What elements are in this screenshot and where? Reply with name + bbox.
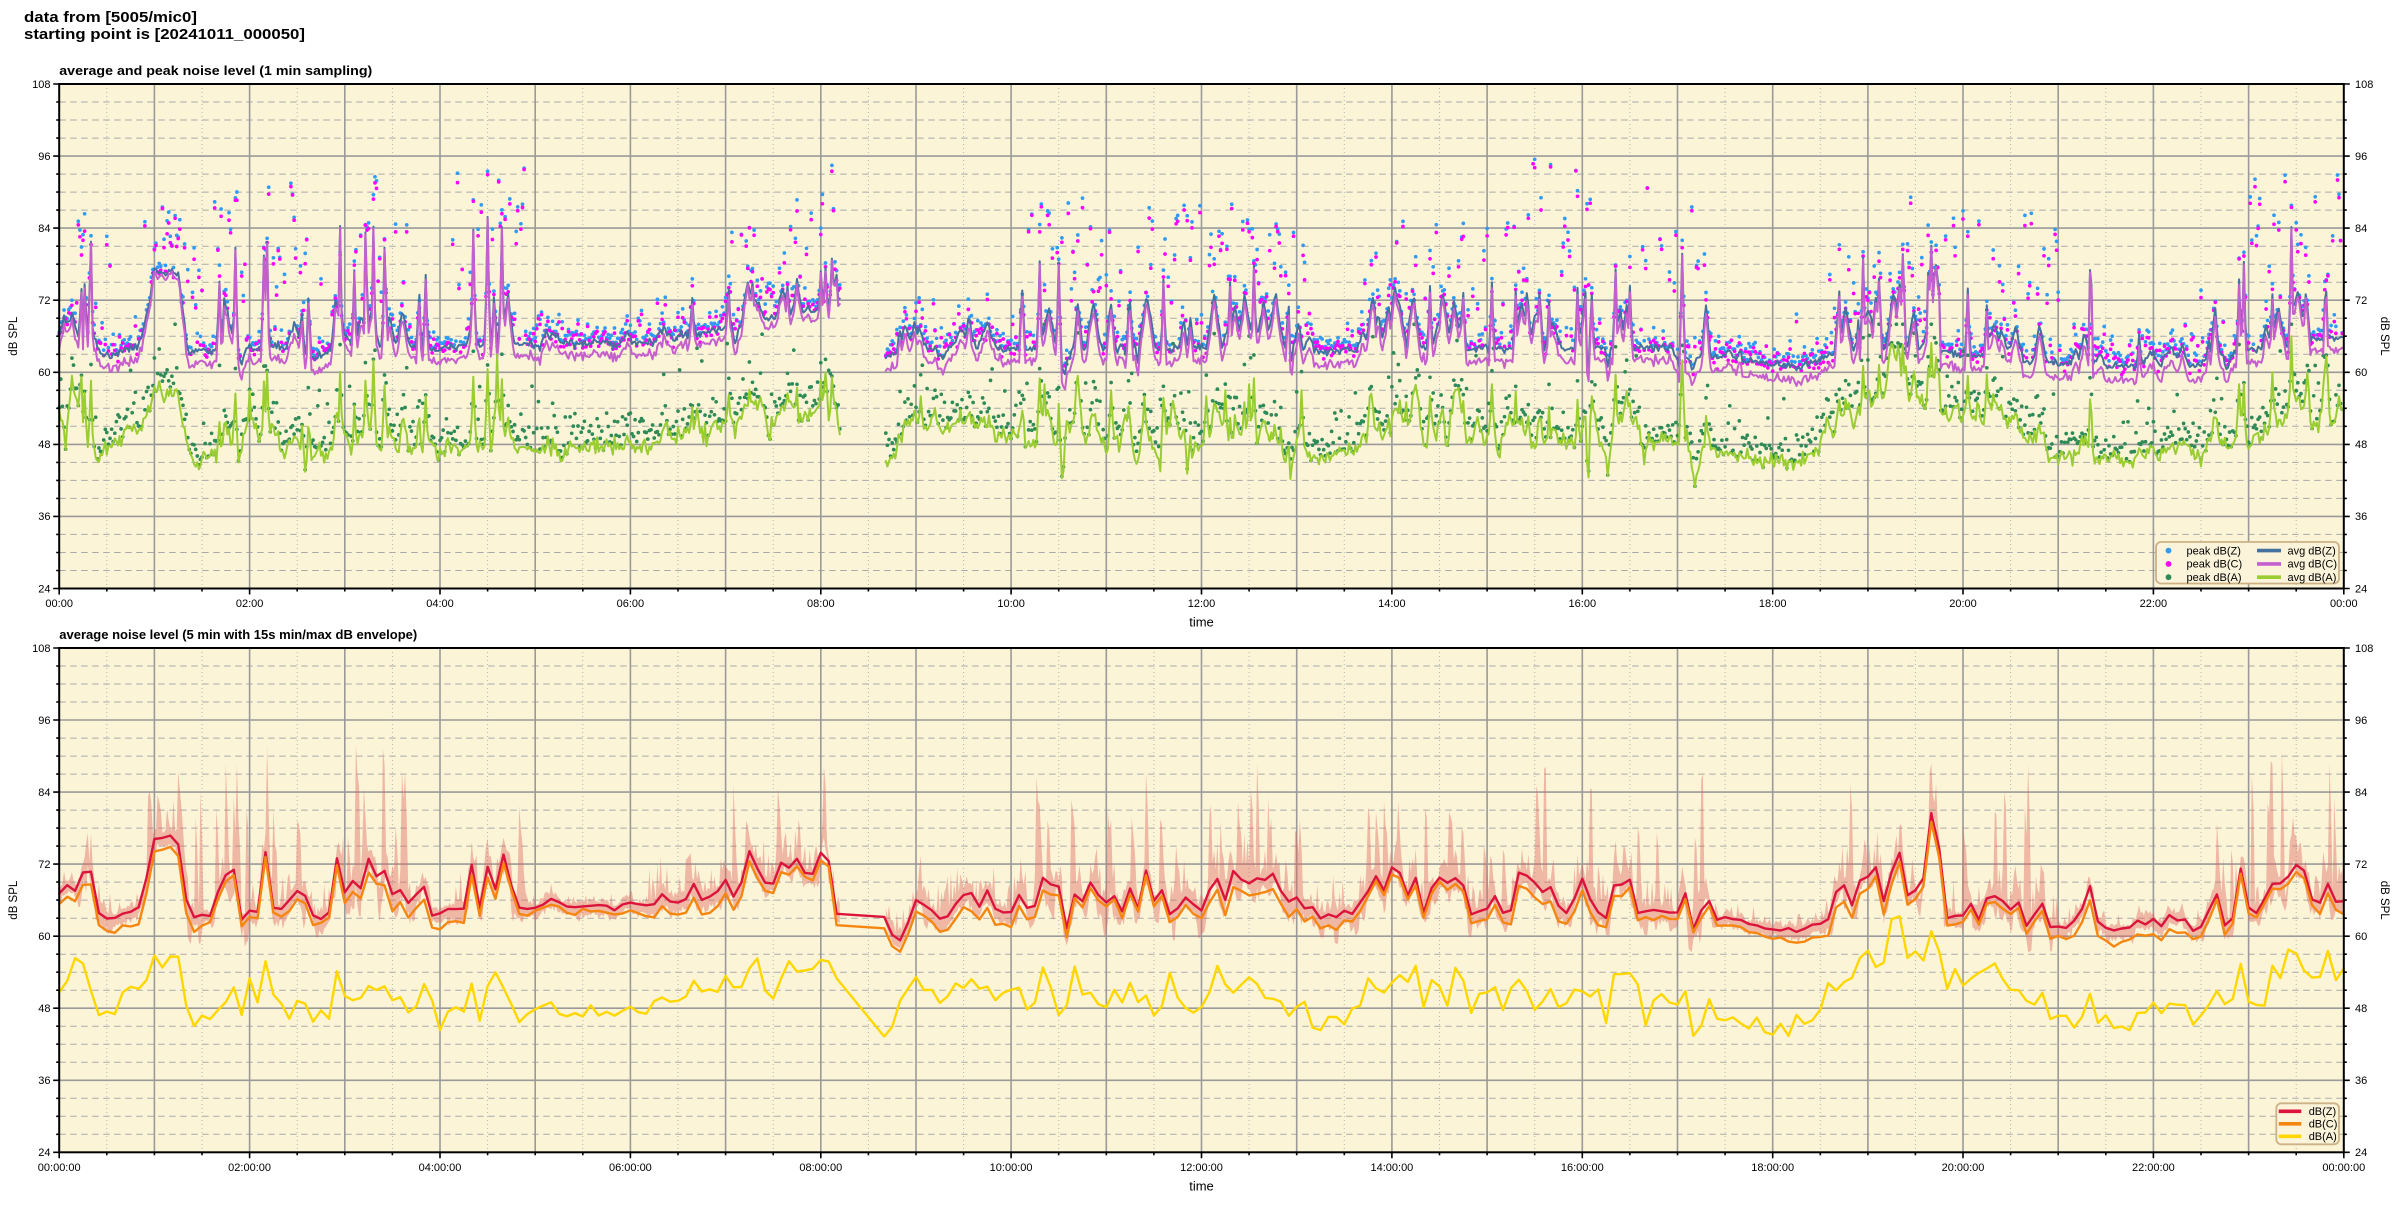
svg-text:10:00: 10:00 [997, 598, 1025, 610]
svg-text:12:00:00: 12:00:00 [1180, 1162, 1223, 1174]
svg-text:48: 48 [2355, 439, 2367, 451]
svg-text:24: 24 [38, 1147, 50, 1159]
svg-text:36: 36 [2355, 511, 2367, 523]
svg-text:dB(A): dB(A) [2309, 1131, 2337, 1143]
svg-text:dB(C): dB(C) [2309, 1119, 2338, 1131]
svg-text:84: 84 [38, 787, 50, 799]
svg-text:22:00: 22:00 [2140, 598, 2168, 610]
svg-text:peak dB(Z): peak dB(Z) [2187, 545, 2241, 557]
svg-text:24: 24 [2355, 583, 2367, 595]
svg-text:avg dB(A): avg dB(A) [2288, 572, 2337, 584]
svg-text:08:00:00: 08:00:00 [799, 1162, 842, 1174]
svg-text:12:00: 12:00 [1188, 598, 1216, 610]
svg-text:average noise level (5 min wit: average noise level (5 min with 15s min/… [59, 627, 417, 642]
svg-text:average and peak noise level (: average and peak noise level (1 min samp… [59, 63, 372, 78]
svg-text:84: 84 [38, 223, 50, 235]
svg-text:peak dB(A): peak dB(A) [2187, 572, 2242, 584]
svg-text:dB SPL: dB SPL [2378, 881, 2390, 921]
svg-text:60: 60 [2355, 367, 2367, 379]
svg-text:08:00: 08:00 [807, 598, 835, 610]
svg-text:60: 60 [38, 931, 50, 943]
svg-text:dB SPL: dB SPL [2378, 317, 2390, 357]
svg-text:00:00: 00:00 [2330, 598, 2358, 610]
svg-text:48: 48 [2355, 1003, 2367, 1015]
svg-text:02:00:00: 02:00:00 [228, 1162, 271, 1174]
svg-text:time: time [1189, 615, 1214, 630]
svg-text:72: 72 [38, 859, 50, 871]
svg-text:22:00:00: 22:00:00 [2132, 1162, 2175, 1174]
svg-text:16:00: 16:00 [1569, 598, 1597, 610]
svg-text:108: 108 [2355, 643, 2373, 655]
svg-text:84: 84 [2355, 787, 2367, 799]
svg-text:10:00:00: 10:00:00 [990, 1162, 1033, 1174]
svg-text:84: 84 [2355, 223, 2367, 235]
svg-text:36: 36 [38, 1075, 50, 1087]
svg-text:18:00: 18:00 [1759, 598, 1787, 610]
svg-text:dB SPL: dB SPL [8, 316, 20, 356]
svg-text:avg dB(C): avg dB(C) [2288, 559, 2338, 571]
svg-text:00:00:00: 00:00:00 [2322, 1162, 2365, 1174]
svg-text:108: 108 [32, 79, 50, 91]
svg-text:avg dB(Z): avg dB(Z) [2288, 545, 2336, 557]
svg-text:24: 24 [38, 583, 50, 595]
svg-text:96: 96 [2355, 151, 2367, 163]
svg-text:data from [5005/mic0]: data from [5005/mic0] [24, 9, 197, 26]
svg-text:72: 72 [38, 295, 50, 307]
svg-text:24: 24 [2355, 1147, 2367, 1159]
svg-text:72: 72 [2355, 295, 2367, 307]
svg-text:36: 36 [38, 511, 50, 523]
svg-text:dB(Z): dB(Z) [2309, 1106, 2337, 1118]
svg-text:96: 96 [38, 715, 50, 727]
svg-text:00:00:00: 00:00:00 [38, 1162, 81, 1174]
svg-text:peak dB(C): peak dB(C) [2187, 559, 2243, 571]
svg-text:48: 48 [38, 439, 50, 451]
svg-text:48: 48 [38, 1003, 50, 1015]
svg-text:108: 108 [2355, 79, 2373, 91]
svg-text:06:00: 06:00 [617, 598, 645, 610]
svg-text:96: 96 [38, 151, 50, 163]
svg-text:16:00:00: 16:00:00 [1561, 1162, 1604, 1174]
svg-text:04:00: 04:00 [426, 598, 454, 610]
svg-text:06:00:00: 06:00:00 [609, 1162, 652, 1174]
svg-text:72: 72 [2355, 859, 2367, 871]
svg-text:18:00:00: 18:00:00 [1751, 1162, 1794, 1174]
svg-text:14:00: 14:00 [1378, 598, 1406, 610]
svg-text:02:00: 02:00 [236, 598, 264, 610]
svg-text:60: 60 [2355, 931, 2367, 943]
svg-text:20:00: 20:00 [1949, 598, 1977, 610]
svg-text:36: 36 [2355, 1075, 2367, 1087]
svg-text:14:00:00: 14:00:00 [1370, 1162, 1413, 1174]
svg-text:starting point is [20241011_00: starting point is [20241011_000050] [24, 26, 305, 43]
svg-text:dB SPL: dB SPL [8, 880, 20, 920]
svg-text:04:00:00: 04:00:00 [419, 1162, 462, 1174]
svg-text:20:00:00: 20:00:00 [1942, 1162, 1985, 1174]
svg-text:96: 96 [2355, 715, 2367, 727]
svg-text:00:00: 00:00 [45, 598, 73, 610]
svg-text:60: 60 [38, 367, 50, 379]
svg-text:108: 108 [32, 643, 50, 655]
svg-text:time: time [1189, 1179, 1214, 1194]
